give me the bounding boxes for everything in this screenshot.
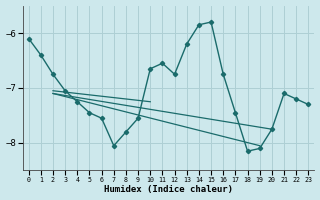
X-axis label: Humidex (Indice chaleur): Humidex (Indice chaleur) [104,185,233,194]
